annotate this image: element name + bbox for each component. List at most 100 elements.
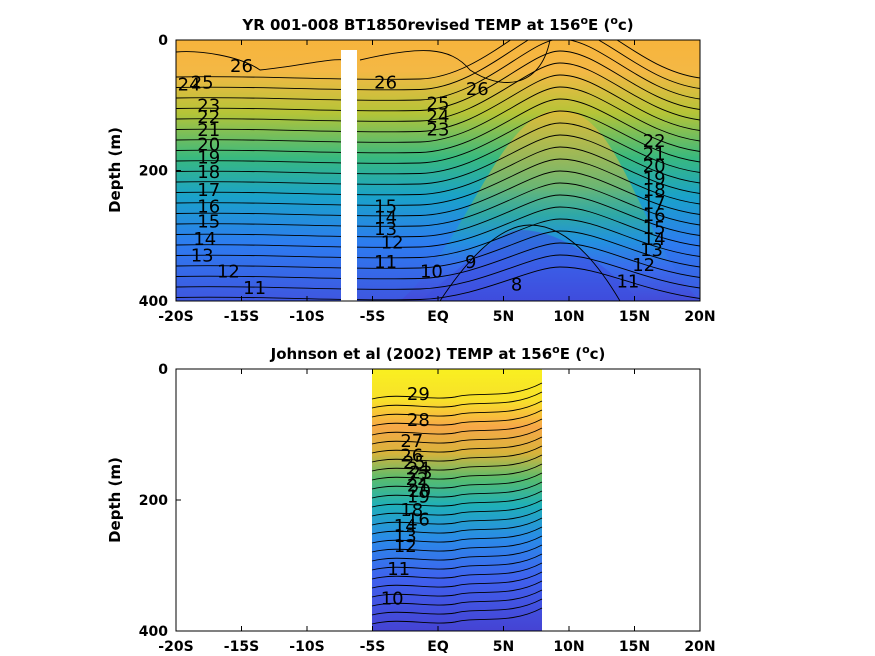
top-isotherm bbox=[176, 40, 700, 80]
bottom-x-tick-label: 20N bbox=[684, 639, 715, 655]
top-contour-label: 20 bbox=[197, 134, 220, 155]
bottom-isotherm bbox=[371, 571, 543, 589]
bottom-x-tick-label: EQ bbox=[427, 639, 449, 655]
top-isotherm bbox=[176, 62, 700, 122]
top-contour-labels: 2625242322212019181716151413121126252423… bbox=[178, 56, 666, 299]
top-isotherm bbox=[176, 74, 700, 133]
top-contour-lines bbox=[176, 40, 700, 301]
top-isotherm bbox=[359, 40, 551, 83]
top-x-axis: -20S -15S -10S -5S EQ 5N 10N 15N 20N bbox=[158, 40, 716, 325]
top-contour-label: 13 bbox=[374, 219, 397, 240]
panel-top-field bbox=[176, 40, 700, 301]
bottom-isotherm bbox=[371, 445, 543, 463]
bottom-y-axis: 0 200 400 bbox=[139, 362, 181, 640]
top-isotherm bbox=[176, 182, 700, 227]
top-isotherm bbox=[176, 110, 700, 164]
bottom-isotherm bbox=[371, 517, 543, 535]
top-contour-label: 10 bbox=[420, 262, 443, 283]
bottom-isotherm bbox=[371, 382, 543, 400]
top-x-tick-label: 5N bbox=[493, 309, 514, 325]
top-isotherm bbox=[176, 50, 700, 112]
top-isotherm bbox=[176, 51, 346, 71]
bottom-isotherm bbox=[371, 535, 543, 553]
top-contour-label: 11 bbox=[616, 271, 639, 292]
top-isotherm bbox=[176, 218, 700, 259]
top-contour-label: 16 bbox=[197, 196, 220, 217]
top-contour-label: 16 bbox=[643, 205, 666, 226]
top-contour-label: 17 bbox=[197, 180, 220, 201]
top-x-tick-label: 15N bbox=[619, 309, 650, 325]
top-contour-label: 20 bbox=[643, 156, 666, 177]
bottom-contour-label: 26 bbox=[400, 445, 423, 466]
bottom-isotherm bbox=[371, 553, 543, 571]
top-contour-label: 24 bbox=[178, 74, 201, 95]
top-isotherm bbox=[176, 40, 700, 91]
bottom-y-tick-label: 200 bbox=[139, 493, 168, 509]
bottom-contour-label: 23 bbox=[410, 462, 433, 483]
top-x-tick-label: -5S bbox=[360, 309, 386, 325]
top-contour-label: 11 bbox=[374, 252, 397, 273]
bottom-x-tick-label: -20S bbox=[158, 639, 193, 655]
top-isotherm bbox=[439, 224, 621, 301]
top-x-tick-label: 20N bbox=[684, 309, 715, 325]
top-contour-label: 13 bbox=[191, 245, 214, 266]
top-contour-label: 26 bbox=[230, 56, 253, 77]
top-isotherm bbox=[176, 242, 700, 280]
top-contour-label: 26 bbox=[466, 79, 489, 100]
top-contour-label: 14 bbox=[193, 229, 216, 250]
bottom-contour-lines bbox=[371, 382, 543, 625]
bottom-isotherm bbox=[371, 598, 543, 616]
bottom-y-tick-label: 400 bbox=[139, 624, 168, 640]
top-x-tick-label: EQ bbox=[427, 309, 449, 325]
bottom-isotherm bbox=[371, 409, 543, 427]
bottom-field bbox=[371, 369, 543, 631]
top-contour-label: 12 bbox=[217, 262, 240, 283]
top-contour-label: 19 bbox=[197, 147, 220, 168]
top-isotherm bbox=[176, 266, 700, 301]
top-contour-label: 9 bbox=[465, 252, 476, 273]
top-contour-label: 15 bbox=[197, 211, 220, 232]
bottom-x-tick-label: -15S bbox=[224, 639, 259, 655]
top-y-axis-label: Depth (m) bbox=[106, 127, 124, 213]
bottom-contour-label: 12 bbox=[394, 536, 417, 557]
bottom-y-tick-label: 0 bbox=[158, 362, 168, 378]
bottom-contour-label: 16 bbox=[407, 510, 430, 531]
top-contour-label: 17 bbox=[643, 193, 666, 214]
bottom-contour-label: 19 bbox=[407, 487, 430, 508]
top-contour-label: 18 bbox=[197, 162, 220, 183]
panel-top: 2625242322212019181716151413121126252423… bbox=[106, 14, 716, 325]
bottom-isotherm bbox=[371, 463, 543, 481]
top-contour-label: 14 bbox=[643, 229, 666, 250]
top-contour-label: 24 bbox=[427, 106, 450, 127]
bottom-x-axis: -20S -15S -10S -5S EQ 5N 10N 15N 20N bbox=[158, 369, 716, 655]
bottom-x-tick-label: -10S bbox=[289, 639, 324, 655]
bottom-contour-label: 11 bbox=[387, 559, 410, 580]
top-contour-label: 15 bbox=[643, 218, 666, 239]
bottom-isotherm bbox=[371, 391, 543, 409]
top-isotherm bbox=[176, 146, 700, 196]
top-contour-label: 21 bbox=[643, 144, 666, 165]
bottom-isotherm bbox=[371, 427, 543, 445]
top-y-tick-label: 400 bbox=[139, 294, 168, 310]
top-isotherm bbox=[176, 206, 700, 248]
top-isotherm bbox=[176, 158, 700, 206]
bottom-contour-label: 18 bbox=[400, 500, 423, 521]
top-isotherm bbox=[176, 170, 700, 217]
bottom-contour-label: 27 bbox=[400, 431, 423, 452]
bottom-contour-label: 21 bbox=[407, 476, 430, 497]
top-contour-label: 25 bbox=[427, 93, 450, 114]
bottom-isotherm bbox=[371, 589, 543, 607]
top-x-tick-label: -15S bbox=[224, 309, 259, 325]
top-isotherm bbox=[176, 230, 700, 269]
bottom-isotherm bbox=[371, 562, 543, 580]
bottom-isotherm bbox=[371, 508, 543, 526]
bottom-contour-label: 10 bbox=[381, 588, 404, 609]
bottom-x-tick-label: 15N bbox=[619, 639, 650, 655]
top-isotherm bbox=[176, 122, 700, 175]
top-contour-label: 13 bbox=[640, 240, 663, 261]
bottom-x-tick-label: 10N bbox=[553, 639, 584, 655]
top-contour-label: 23 bbox=[197, 95, 220, 116]
bottom-isotherm bbox=[371, 400, 543, 418]
